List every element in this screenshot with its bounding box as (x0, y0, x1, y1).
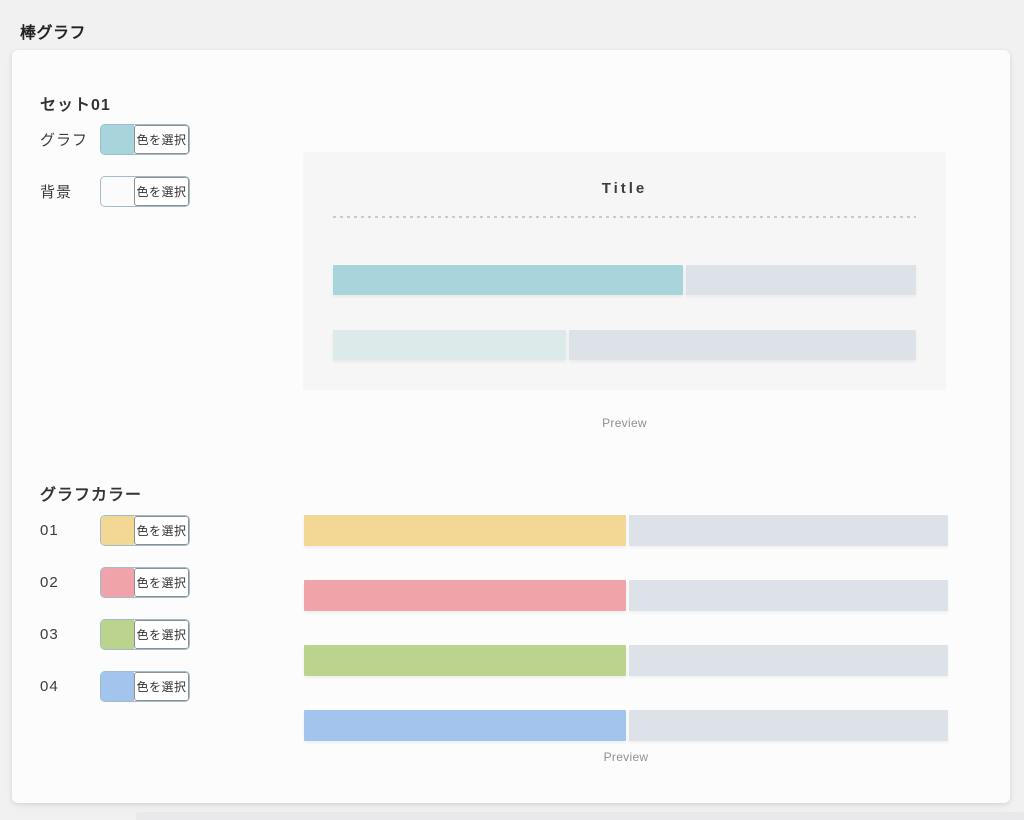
color-preview-bar-03-track (629, 645, 948, 676)
background-color-label: 背景 (40, 184, 73, 201)
color-04-picker[interactable]: 色を選択 (100, 671, 190, 702)
color-03-picker[interactable]: 色を選択 (100, 619, 190, 650)
color-01-picker[interactable]: 色を選択 (100, 515, 190, 546)
color-02-row: 02 色を選択 (40, 567, 190, 598)
color-03-row: 03 色を選択 (40, 619, 190, 650)
settings-card: セット01 グラフ 色を選択 背景 色を選択 Title Preview グラフ (12, 50, 1010, 803)
color-02-label: 02 (40, 574, 59, 591)
color-preview-bar-04 (304, 710, 948, 741)
color-preview-bar-03-fill (304, 645, 626, 676)
set-preview-panel: Title (303, 152, 946, 390)
color-04-row: 04 色を選択 (40, 671, 190, 702)
preview-bar-2 (333, 330, 916, 360)
preview-bar-2-fill (333, 330, 567, 360)
background-color-row: 背景 色を選択 (40, 176, 190, 207)
colors-section-heading: グラフカラー (40, 487, 143, 505)
color-preview-bar-04-track (629, 710, 948, 741)
color-preview-bar-02-track (629, 580, 948, 611)
color-01-label: 01 (40, 522, 59, 539)
graph-color-select-button[interactable]: 色を選択 (134, 125, 189, 154)
color-preview-bar-02-fill (304, 580, 626, 611)
preview-chart-title: Title (601, 180, 648, 197)
color-02-select-button[interactable]: 色を選択 (134, 568, 189, 597)
color-04-label: 04 (40, 678, 59, 695)
set-section-heading: セット01 (40, 97, 111, 115)
color-01-select-button[interactable]: 色を選択 (134, 516, 189, 545)
color-02-picker[interactable]: 色を選択 (100, 567, 190, 598)
graph-color-row: グラフ 色を選択 (40, 124, 190, 155)
color-preview-bar-02 (304, 580, 948, 611)
color-01-swatch (101, 516, 134, 545)
color-03-label: 03 (40, 626, 59, 643)
color-preview-bar-01 (304, 515, 948, 546)
background-color-picker[interactable]: 色を選択 (100, 176, 190, 207)
preview-bar-1-track (685, 265, 916, 295)
preview-bar-1-fill (333, 265, 683, 295)
next-section-edge (136, 812, 1024, 820)
color-04-select-button[interactable]: 色を選択 (134, 672, 189, 701)
color-preview-bar-04-fill (304, 710, 626, 741)
color-01-row: 01 色を選択 (40, 515, 190, 546)
color-preview-bar-01-track (629, 515, 948, 546)
background-color-swatch (101, 177, 134, 206)
preview-bar-2-track (569, 330, 916, 360)
graph-color-picker[interactable]: 色を選択 (100, 124, 190, 155)
color-03-swatch (101, 620, 134, 649)
colors-preview-caption: Preview (603, 750, 649, 764)
title-divider (333, 216, 916, 218)
color-preview-bar-03 (304, 645, 948, 676)
preview-bar-1 (333, 265, 916, 295)
color-02-swatch (101, 568, 134, 597)
graph-color-label: グラフ (40, 132, 89, 149)
background-color-select-button[interactable]: 色を選択 (134, 177, 189, 206)
color-04-swatch (101, 672, 134, 701)
color-preview-bar-01-fill (304, 515, 626, 546)
color-03-select-button[interactable]: 色を選択 (134, 620, 189, 649)
set-preview-caption: Preview (602, 416, 647, 430)
page-title: 棒グラフ (20, 24, 87, 42)
graph-color-swatch (101, 125, 134, 154)
